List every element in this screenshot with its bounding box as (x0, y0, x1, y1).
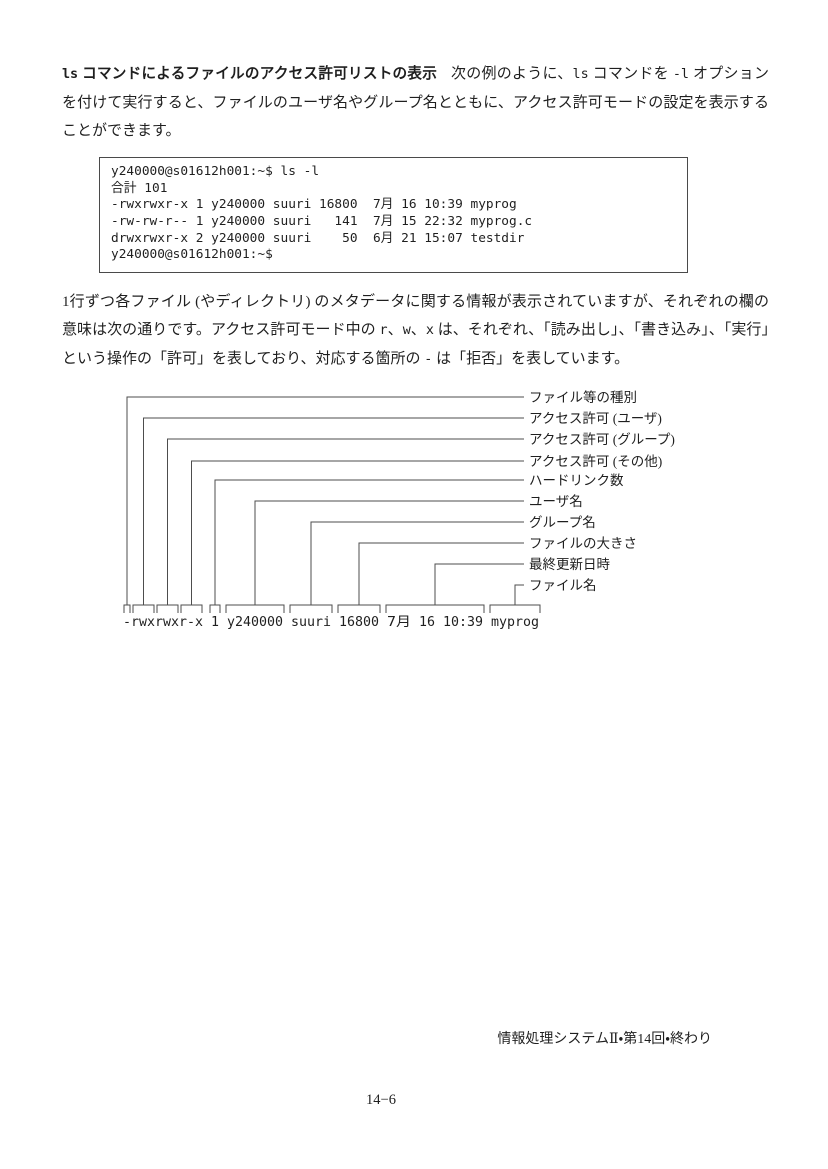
intro-text: 次の例のように、 (451, 66, 573, 82)
label-filename: ファイル名 (529, 578, 597, 593)
label-perm-user: アクセス許可 (ユーザ) (529, 411, 662, 426)
bracket-mtime (385, 604, 485, 613)
bracket-filename (489, 604, 541, 613)
bracket-filesize (337, 604, 381, 613)
bracket-perm-group (156, 604, 179, 613)
example-token-month: 7月 (387, 615, 411, 630)
example-token-user: y240000 (227, 615, 283, 630)
label-perm-group: アクセス許可 (グループ) (529, 432, 675, 447)
label-file-type: ファイル等の種別 (529, 389, 637, 405)
section-title-code: ls (62, 67, 79, 82)
explanation-text: は、それぞれ、「読み出し」、「書き込み」、「実行」という操作の「許可」を表してお… (62, 322, 769, 367)
example-token-day: 16 (419, 615, 435, 630)
bracket-perm-user (132, 604, 155, 613)
footer-course-title: 情報処理システムⅡ・第14回・終わり (497, 1032, 712, 1047)
label-perm-other: アクセス許可 (その他) (529, 454, 662, 469)
connector-perm-user (143, 417, 524, 605)
intro-text: コマンドを (588, 66, 673, 82)
perm-x-inline: x (425, 323, 434, 338)
example-token-name: myprog (491, 615, 539, 630)
example-token-group: suuri (291, 615, 331, 630)
label-hardlinks: ハードリンク数 (529, 473, 624, 488)
label-filesize: ファイルの大きさ (529, 536, 637, 551)
ls-fields-diagram: ファイル等の種別 アクセス許可 (ユーザ) アクセス許可 (グループ) アクセス… (123, 389, 675, 630)
bracket-perm-other (180, 604, 203, 613)
connector-username (254, 500, 524, 605)
example-token-mode: -rwxrwxr-x (123, 615, 203, 630)
example-token-links: 1 (211, 615, 219, 630)
bracket-hardlinks (209, 604, 221, 613)
label-username: ユーザ名 (529, 494, 583, 509)
connector-perm-other (191, 460, 524, 605)
label-groupname: グループ名 (529, 515, 596, 530)
perm-dash-inline: - (424, 352, 433, 367)
terminal-output-text: y240000@s01612h001:~$ ls -l 合計 101 -rwxr… (111, 164, 533, 263)
intro-paragraph: ls コマンドによるファイルのアクセス許可リストの表示 次の例のように、ls コマ… (62, 60, 769, 145)
perm-r-inline: r (379, 323, 388, 338)
intro-text: オプションを付けて実行すると、ファイルのユーザ名やグループ名とともに、アクセス許… (62, 66, 769, 139)
explanation-text: 、 (410, 322, 426, 338)
connector-filesize (358, 542, 524, 605)
connector-perm-group (167, 438, 524, 605)
example-token-size: 16800 (339, 615, 379, 630)
example-token-time: 10:39 (443, 615, 483, 630)
bracket-username (225, 604, 285, 613)
section-title: コマンドによるファイルのアクセス許可リストの表示 (82, 66, 438, 82)
connector-mtime (434, 563, 524, 605)
connector-filename (514, 584, 524, 605)
label-mtime: 最終更新日時 (529, 557, 610, 572)
page-number: 14−6 (366, 1092, 396, 1108)
perm-w-inline: w (402, 323, 411, 338)
explanation-text: は「拒否」を表しています。 (432, 351, 630, 367)
connector-hardlinks (214, 479, 524, 605)
explanation-text: 1行ずつ各ファイル (やディレクトリ) のメタデータに関する情報が表示されていま… (62, 294, 769, 338)
connector-groupname (310, 521, 524, 605)
explanation-text: 、 (387, 322, 403, 338)
bracket-groupname (289, 604, 333, 613)
terminal-output-box: y240000@s01612h001:~$ ls -l 合計 101 -rwxr… (99, 157, 688, 273)
connector-file-type (126, 396, 524, 605)
option-inline: -l (672, 67, 689, 82)
ls-command-inline: ls (572, 67, 589, 82)
bracket-file-type (123, 604, 131, 613)
explanation-paragraph: 1行ずつ各ファイル (やディレクトリ) のメタデータに関する情報が表示されていま… (62, 288, 769, 374)
